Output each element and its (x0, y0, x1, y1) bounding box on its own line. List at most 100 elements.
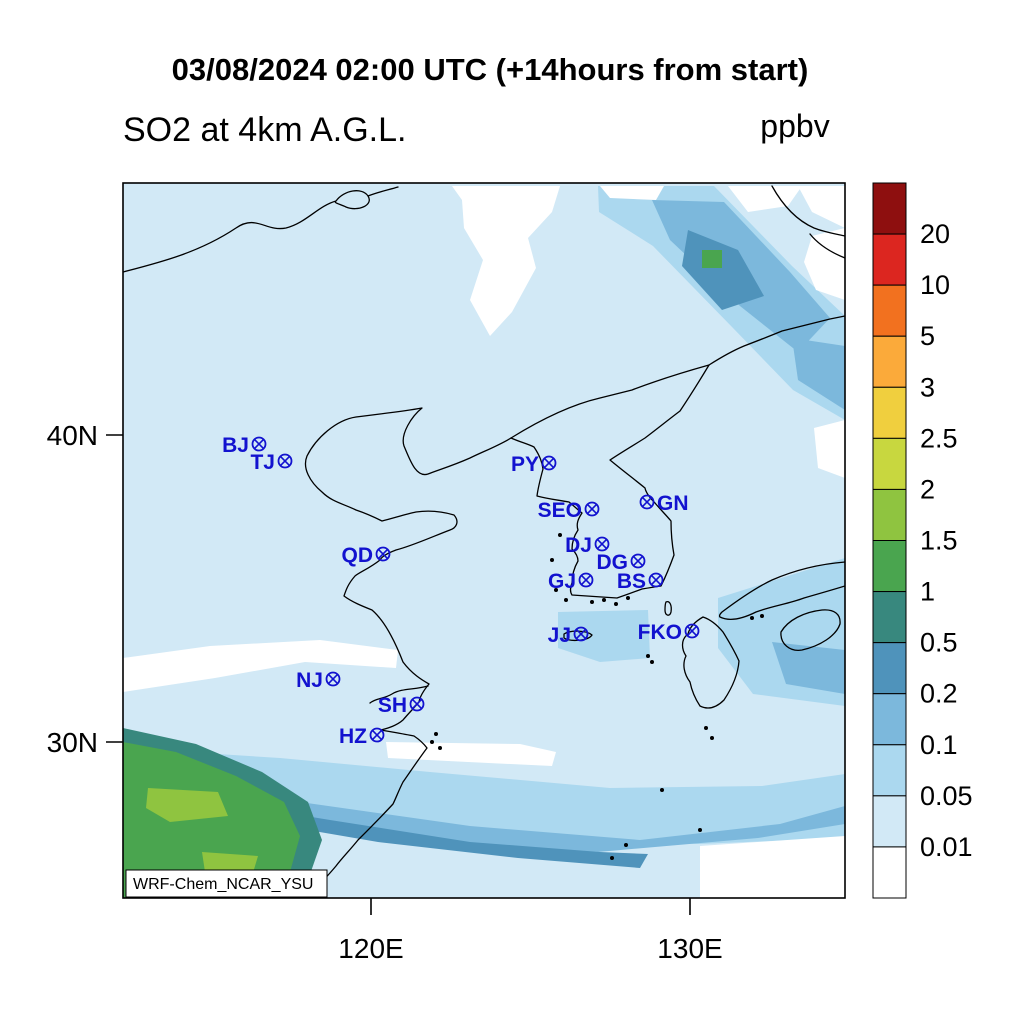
colorbar-band (872, 386, 907, 439)
colorbar-band (872, 591, 907, 644)
model-label: WRF-Chem_NCAR_YSU (133, 876, 313, 893)
station-label-QD: QD (342, 544, 374, 567)
station-label-GJ: GJ (548, 570, 576, 593)
station-cross (378, 549, 388, 559)
concentration-field (123, 186, 845, 898)
concentration-region-<0.01 (123, 640, 398, 692)
station-SH: SH (378, 694, 425, 717)
station-cross (651, 575, 661, 585)
colorbar-band (872, 540, 907, 593)
station-HZ: HZ (339, 725, 385, 748)
model-label-frame (125, 869, 328, 898)
concentration-region-<0.01 (386, 742, 556, 766)
station-circle (375, 546, 391, 562)
variable-title: SO2 at 4km A.G.L. (123, 111, 406, 149)
colorbar-tick-label: 20 (920, 219, 950, 249)
y-tick-label: 40N (47, 420, 98, 451)
colorbar-band (872, 693, 907, 746)
station-GJ: GJ (548, 570, 594, 593)
station-circle (251, 436, 267, 452)
station-BJ: BJ (222, 434, 267, 457)
datetime-title: 03/08/2024 02:00 UTC (+14hours from star… (172, 52, 809, 87)
colorbar-tick-label: 0.5 (920, 628, 958, 658)
station-cross (581, 575, 591, 585)
station-cross (576, 629, 586, 639)
colorbar-band (872, 182, 907, 235)
coastline-kyushu (681, 616, 740, 709)
river-yangtze (369, 685, 429, 704)
concentration-region-1-1.5 (702, 250, 722, 268)
x-tick-label: 130E (657, 933, 722, 964)
station-label-PY: PY (511, 453, 539, 476)
concentration-region-0.1-0.2 (772, 642, 845, 694)
colorbar-band (872, 795, 907, 848)
map-frame (122, 182, 846, 899)
colorbar-band (872, 284, 907, 337)
station-cross (597, 539, 607, 549)
colorbar-tick-label: 1.5 (920, 526, 958, 556)
station-label-SEO: SEO (538, 499, 582, 522)
y-tick-label: 30N (47, 727, 98, 758)
colorbar-band (872, 335, 907, 388)
station-JJ: JJ (548, 624, 589, 647)
station-cross (633, 556, 643, 566)
station-QD: QD (342, 544, 391, 567)
station-cross (687, 626, 697, 636)
colorbar-band (872, 642, 907, 695)
coastlines (123, 185, 845, 898)
coastline-shikoku (780, 609, 841, 651)
colorbar-tick-label: 10 (920, 270, 950, 300)
axes: 40N 30N 120E 130E (47, 420, 723, 964)
colorbar-tick-label: 1 (920, 577, 935, 607)
x-tick-label: 120E (338, 933, 403, 964)
station-circle (369, 727, 385, 743)
station-label-JJ: JJ (548, 624, 571, 647)
station-TJ: TJ (250, 451, 293, 474)
colorbar-band (872, 846, 907, 899)
station-label-SH: SH (378, 694, 407, 717)
station-circle (325, 671, 341, 687)
station-circle (573, 626, 589, 642)
colorbar-band (872, 488, 907, 541)
concentration-region-<0.01 (798, 186, 845, 228)
concentration-region-0.05-0.1 (123, 748, 845, 844)
coastline-honshu (718, 561, 845, 620)
station-cross (328, 674, 338, 684)
colorbar-tick-label: 3 (920, 372, 935, 402)
station-label-BJ: BJ (222, 434, 249, 457)
station-circle (684, 623, 700, 639)
station-circle (639, 494, 655, 510)
station-label-BS: BS (617, 570, 646, 593)
station-cross (544, 458, 554, 468)
coastline-tsushima (664, 600, 672, 616)
concentration-region-0.2-0.5 (204, 800, 648, 868)
station-label-GN: GN (657, 492, 689, 515)
station-SEO: SEO (538, 499, 600, 522)
station-label-NJ: NJ (296, 669, 323, 692)
colorbar-band (872, 437, 907, 490)
station-circle (409, 696, 425, 712)
station-cross (372, 730, 382, 740)
station-circle (630, 553, 646, 569)
station-PY: PY (511, 453, 557, 476)
concentration-region-<0.01 (728, 186, 802, 212)
units-label: ppbv (760, 108, 829, 144)
small-islands (430, 533, 764, 860)
river-lines-northwest (123, 186, 399, 273)
coastline-jeju (563, 630, 593, 642)
colorbar-tick-label: 0.01 (920, 832, 973, 862)
colorbar: 20 10 5 3 2.5 2 1.5 1 0.5 0.2 0.1 0.05 0.01 (872, 182, 973, 899)
concentration-region-<0.01 (804, 228, 845, 300)
coastline-china (304, 407, 512, 898)
river-lines-northeast (771, 185, 845, 259)
station-DG: DG (597, 551, 646, 574)
concentration-region-1.5-2 (146, 788, 228, 822)
station-GN: GN (639, 492, 689, 515)
river-border-yalu-tumen (510, 364, 710, 439)
colorbar-tick-label: 0.2 (920, 679, 958, 709)
station-BS: BS (617, 570, 664, 593)
station-label-FKO: FKO (638, 621, 682, 644)
